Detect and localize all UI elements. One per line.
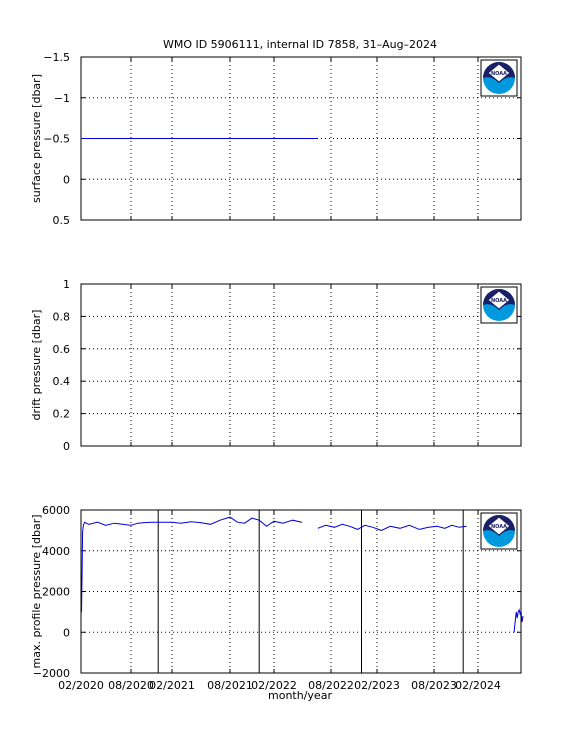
y-tick-label: −0.5 <box>43 133 70 146</box>
x-tick-label: 02/2021 <box>149 679 195 692</box>
y-tick-label: 6000 <box>42 504 70 517</box>
y-tick-label: −2000 <box>33 667 70 680</box>
noaa-logo-icon: NOAA <box>480 512 518 550</box>
y-axis-label: drift pressure [dbar] <box>30 310 43 421</box>
y-tick-label: 1 <box>63 278 70 291</box>
y-tick-label: −1 <box>54 92 70 105</box>
y-tick-label: 0.8 <box>53 310 71 323</box>
data-series-line <box>81 516 303 613</box>
logo-text: NOAA <box>491 71 507 77</box>
data-series-line <box>513 608 524 633</box>
y-tick-label: 0.2 <box>53 408 71 421</box>
y-axis-label: surface pressure [dbar] <box>30 74 43 203</box>
x-tick-label: 08/2020 <box>108 679 154 692</box>
logo-text: NOAA <box>491 298 507 304</box>
data-series-line <box>317 523 467 531</box>
y-tick-label: 0.5 <box>53 214 71 227</box>
noaa-logo-icon: NOAA <box>480 286 518 324</box>
x-tick-label: 02/2020 <box>58 679 104 692</box>
y-tick-label: 0.4 <box>53 375 71 388</box>
drift-pressure-panel: 0 0.2 0.4 0.6 0.8 1 drift pressure [dbar] NOAA <box>30 278 522 453</box>
x-axis-label: month/year <box>268 689 332 702</box>
y-tick-label: −1.5 <box>43 51 70 64</box>
y-tick-label: 0 <box>63 626 70 639</box>
x-tick-label: 02/2022 <box>251 679 297 692</box>
y-tick-label: 4000 <box>42 545 70 558</box>
logo-text: NOAA <box>491 524 507 530</box>
x-tick-label: 02/2024 <box>455 679 501 692</box>
x-tick-label: 08/2021 <box>207 679 253 692</box>
chart-title: WMO ID 5906111, internal ID 7858, 31–Aug… <box>163 38 437 51</box>
x-tick-label: 08/2022 <box>308 679 354 692</box>
x-tick-label: 02/2023 <box>354 679 400 692</box>
x-tick-label: 08/2023 <box>411 679 457 692</box>
y-tick-label: 0 <box>63 440 70 453</box>
plot-frame <box>80 283 522 447</box>
y-tick-label: 0 <box>63 173 70 186</box>
y-axis-label: max. profile pressure [dbar] <box>30 514 43 668</box>
y-tick-label: 0.6 <box>53 343 71 356</box>
y-tick-label: 2000 <box>42 586 70 599</box>
noaa-logo-icon: NOAA <box>480 59 518 97</box>
